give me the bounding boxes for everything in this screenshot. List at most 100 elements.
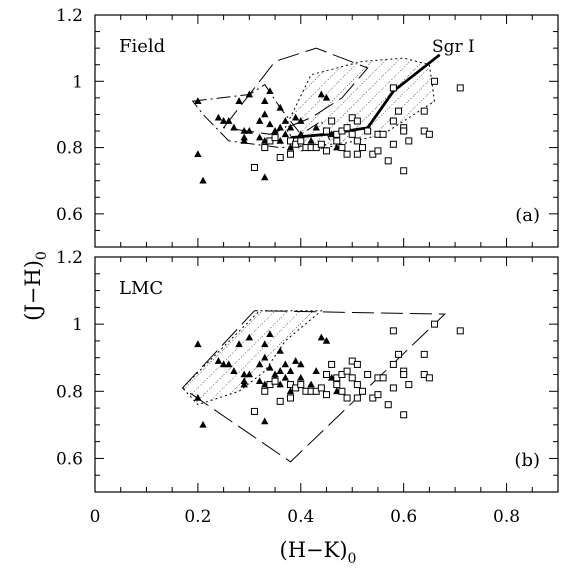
data-point-triangle	[307, 136, 315, 144]
data-point-square	[261, 387, 269, 395]
data-point-square	[389, 117, 397, 125]
data-point-square	[333, 381, 341, 389]
data-point-triangle	[317, 90, 326, 98]
data-point-square	[323, 391, 330, 399]
data-point-square	[343, 367, 351, 375]
data-point-triangle	[297, 360, 305, 368]
data-point-triangle	[219, 117, 228, 124]
data-point-triangle	[194, 97, 202, 104]
data-point-square	[359, 387, 367, 395]
data-point-square	[359, 144, 367, 152]
data-point-square	[323, 371, 330, 378]
data-point-square	[374, 391, 382, 399]
data-point-triangle	[286, 123, 295, 131]
y-axis-label-subscript: 0	[34, 251, 50, 260]
y-tick-label: 0.6	[56, 449, 83, 469]
data-point-square	[323, 147, 330, 155]
panel-label: Field	[119, 36, 165, 57]
data-point-triangle	[235, 97, 243, 104]
data-point-triangle	[240, 370, 248, 378]
data-point-square	[328, 360, 336, 368]
data-point-triangle	[297, 117, 305, 124]
data-point-triangle	[322, 93, 331, 101]
data-point-square	[348, 374, 356, 382]
data-point-triangle	[312, 123, 320, 131]
data-point-square	[323, 127, 330, 135]
data-point-triangle	[245, 127, 254, 134]
panel-field: 0.6 0.8 1 1.2 Sgr I Field (a)	[56, 6, 559, 248]
data-point-triangle	[245, 370, 254, 378]
data-point-square	[276, 397, 284, 405]
data-point-square	[395, 350, 403, 358]
region-dotted-hatched-0	[181, 310, 323, 406]
data-point-square	[297, 381, 305, 389]
data-point-triangle	[297, 373, 305, 381]
region-dotted-hatched-2	[284, 57, 436, 152]
data-point-triangle	[230, 123, 238, 131]
data-point-triangle	[261, 353, 269, 361]
data-point-triangle	[307, 380, 315, 388]
data-point-triangle	[194, 150, 202, 157]
data-point-square	[364, 127, 372, 135]
data-point-triangle	[266, 330, 274, 338]
data-point-triangle	[281, 360, 290, 368]
y-tick-label: 0.6	[56, 205, 83, 225]
data-point-square	[343, 150, 351, 158]
data-point-square	[379, 130, 387, 138]
data-point-square	[250, 407, 258, 415]
data-point-triangle	[199, 176, 207, 184]
data-point-triangle	[266, 87, 274, 95]
data-point-square	[276, 154, 284, 162]
data-point-triangle	[199, 420, 207, 428]
data-point-square	[353, 150, 361, 158]
data-point-square	[431, 77, 439, 85]
panel-label: LMC	[119, 278, 163, 299]
data-point-triangle	[276, 103, 284, 111]
data-point-triangle	[194, 394, 202, 401]
y-tick-label: 1	[72, 72, 83, 92]
data-point-triangle	[255, 133, 264, 141]
data-point-triangle	[240, 127, 248, 134]
data-point-triangle	[291, 357, 300, 364]
data-point-square	[328, 117, 336, 125]
data-point-square	[384, 157, 392, 165]
data-point-triangle	[225, 360, 233, 368]
panel-corner-label: (a)	[515, 205, 540, 226]
data-point-square	[271, 134, 279, 142]
data-point-triangle	[214, 357, 223, 364]
data-point-square	[395, 107, 403, 115]
data-point-square	[400, 411, 408, 419]
data-point-square	[420, 350, 428, 358]
data-point-square	[400, 127, 408, 135]
data-point-square	[271, 377, 279, 385]
data-point-square	[333, 137, 341, 145]
data-point-square	[286, 394, 294, 402]
data-point-triangle	[276, 367, 284, 374]
data-point-square	[389, 140, 397, 148]
x-tick-label: 0.4	[287, 507, 314, 527]
data-point-square	[338, 144, 346, 152]
data-point-triangle	[194, 340, 202, 348]
data-point-triangle	[281, 117, 290, 124]
data-point-triangle	[240, 136, 248, 144]
data-point-square	[353, 137, 361, 145]
y-tick-label: 1.2	[56, 248, 83, 268]
x-axis-label-subscript: 0	[348, 551, 357, 567]
data-point-triangle	[276, 347, 284, 354]
data-point-square	[374, 147, 382, 155]
data-point-triangle	[312, 367, 320, 374]
data-point-triangle	[255, 117, 264, 124]
data-point-square	[379, 374, 387, 382]
data-point-square	[389, 84, 397, 92]
data-point-triangle	[276, 136, 284, 144]
data-point-square	[353, 381, 361, 389]
y-axis-label: (J−H)0	[21, 251, 50, 321]
y-tick-label: 1	[72, 315, 83, 335]
data-point-triangle	[322, 336, 331, 344]
data-point-square	[425, 374, 433, 382]
data-point-triangle	[261, 340, 269, 348]
data-point-triangle	[276, 380, 284, 388]
data-point-triangle	[286, 143, 295, 151]
data-point-triangle	[276, 123, 284, 131]
x-axis-label-main: (H−K)	[280, 538, 348, 562]
